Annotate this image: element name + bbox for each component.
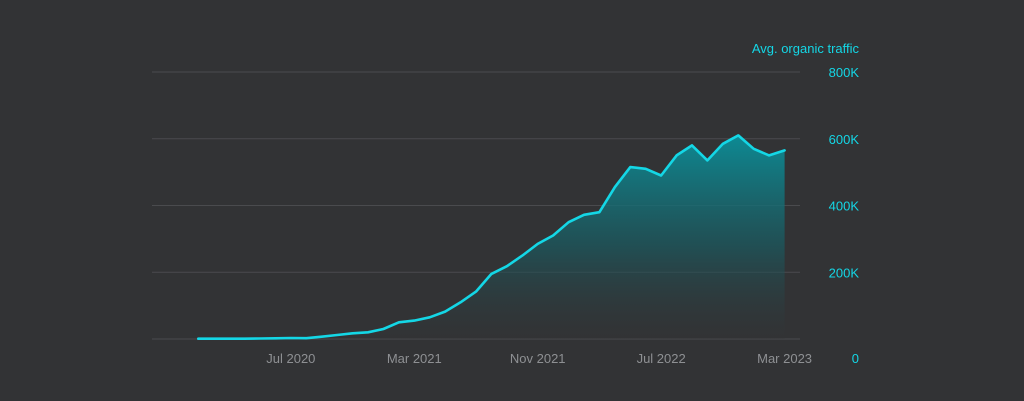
data-point [367,331,369,333]
data-point [645,168,647,170]
data-point [537,243,539,245]
series-line [197,134,786,340]
data-point [660,174,662,176]
y-tick-label: 800K [829,65,860,80]
y-tick-label: 600K [829,132,860,147]
data-point [783,149,785,151]
data-point [722,143,724,145]
data-point [321,336,323,338]
data-point [305,337,307,339]
y-tick-label: 400K [829,199,860,214]
data-point [583,214,585,216]
data-point [243,338,245,340]
data-point [413,319,415,321]
series-title: Avg. organic traffic [752,41,860,56]
data-point [459,301,461,303]
data-point [691,144,693,146]
data-point [351,332,353,334]
x-tick-label: Mar 2023 [757,351,812,366]
data-point [444,310,446,312]
traffic-line [197,134,786,340]
data-point [521,254,523,256]
traffic-area [198,135,785,339]
y-axis-ticks: 0 200K 400K 600K 800K [829,65,860,366]
data-point [598,211,600,213]
data-point [259,337,261,339]
x-tick-label: Nov 2021 [510,351,566,366]
data-point [629,166,631,168]
data-point [429,316,431,318]
data-point [197,338,199,340]
y-tick-label: 200K [829,265,860,280]
data-point [398,321,400,323]
y-tick-label: 0 [852,351,859,366]
data-point [228,338,230,340]
data-point [382,328,384,330]
data-point [675,154,677,156]
x-tick-label: Mar 2021 [387,351,442,366]
data-point [336,334,338,336]
data-point [567,221,569,223]
data-point [490,273,492,275]
data-point [768,154,770,156]
x-tick-label: Jul 2020 [266,351,315,366]
area-fill [198,135,785,339]
data-point [506,265,508,267]
data-point [706,159,708,161]
x-tick-label: Jul 2022 [637,351,686,366]
data-point [290,337,292,339]
data-point [475,290,477,292]
data-point [614,186,616,188]
data-point [552,234,554,236]
data-point [737,134,739,136]
x-axis-ticks: Jul 2020 Mar 2021 Nov 2021 Jul 2022 Mar 2023 [266,351,812,366]
data-point [274,337,276,339]
data-point [753,148,755,150]
data-point [213,338,215,340]
